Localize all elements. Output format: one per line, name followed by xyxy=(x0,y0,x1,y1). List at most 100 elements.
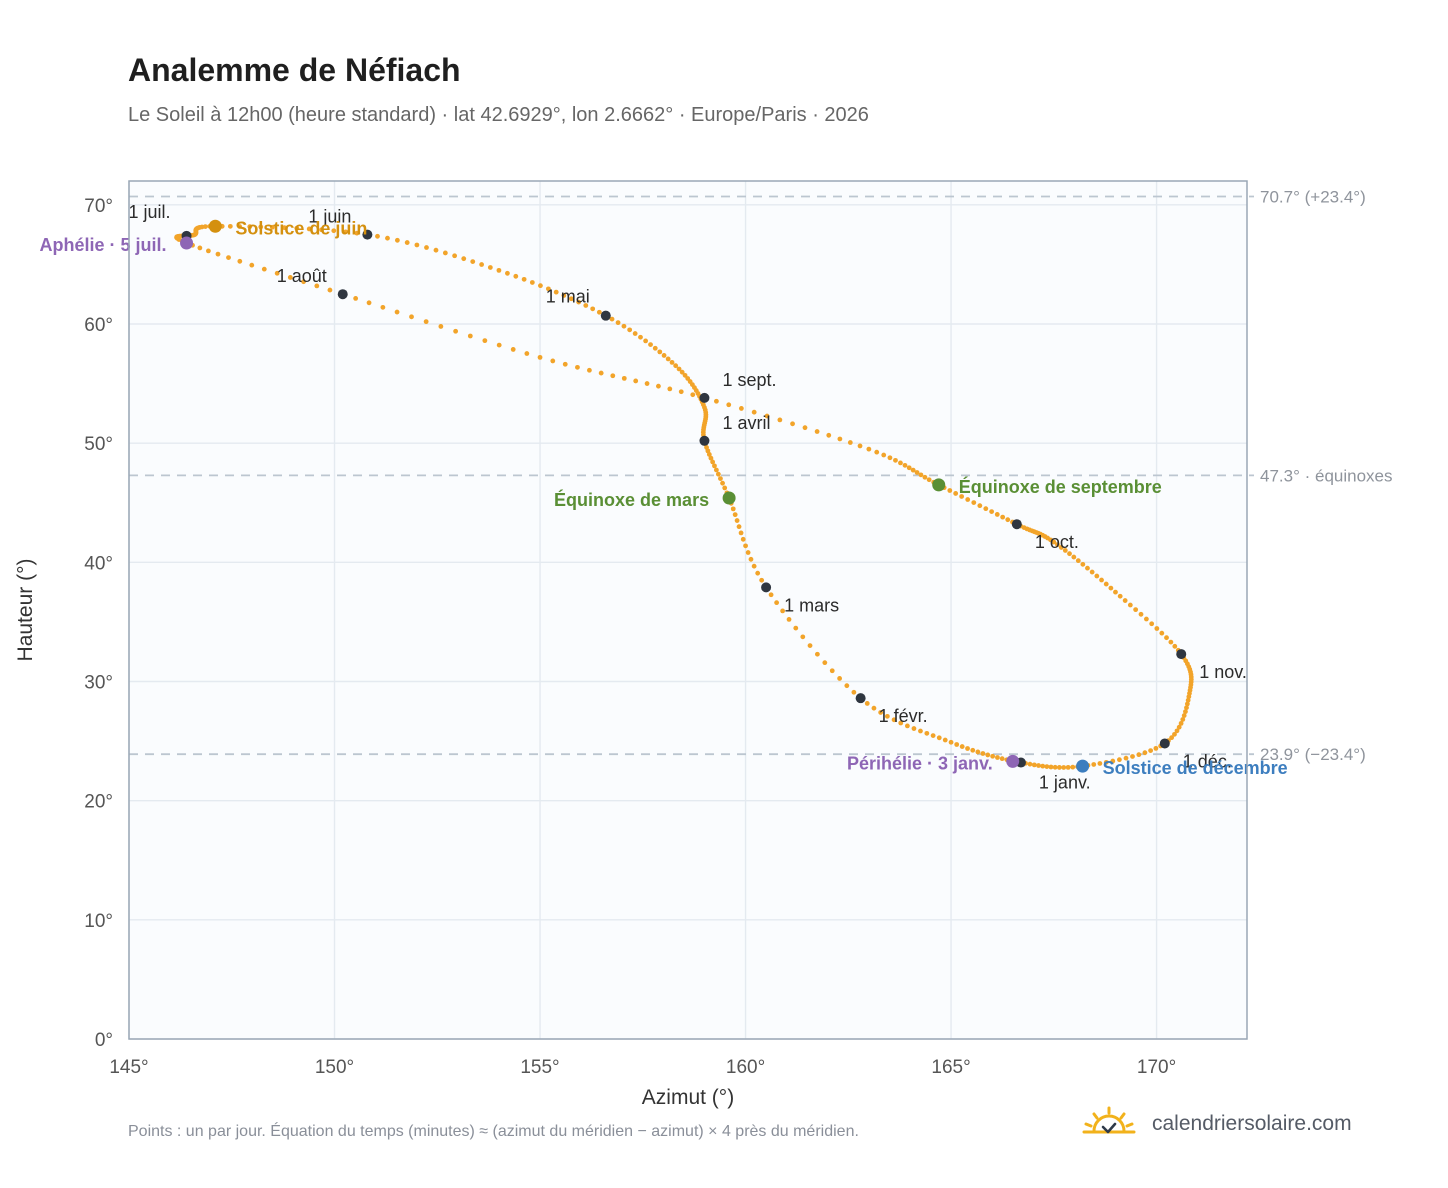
day-point xyxy=(714,398,719,404)
day-point xyxy=(627,327,633,333)
day-point xyxy=(227,223,233,229)
day-point xyxy=(1040,763,1046,769)
brand[interactable]: calendriersolaire.com xyxy=(1082,1104,1382,1144)
day-point xyxy=(1094,573,1100,579)
brand-name: calendriersolaire.com xyxy=(1152,1112,1352,1135)
day-point xyxy=(953,491,959,496)
day-point xyxy=(930,733,936,739)
x-tick-label: 165° xyxy=(931,1057,970,1078)
day-point xyxy=(461,256,467,262)
day-point xyxy=(947,488,953,493)
day-point xyxy=(665,356,671,362)
event-label: Équinoxe de septembre xyxy=(959,476,1162,497)
reference-lines: 70.7° (+23.4°) 47.3° · équinoxes 23.9° (−2… xyxy=(129,187,1393,764)
day-point xyxy=(936,735,942,741)
y-tick-label: 50° xyxy=(84,434,113,455)
day-point xyxy=(633,378,639,384)
day-point xyxy=(954,742,960,747)
day-point xyxy=(1169,735,1175,741)
day-point xyxy=(487,265,493,270)
day-point xyxy=(971,500,977,506)
day-point xyxy=(467,333,473,339)
month-marker xyxy=(699,435,710,446)
day-point xyxy=(1027,761,1033,767)
day-point xyxy=(202,224,208,229)
day-point xyxy=(1103,759,1109,765)
day-point xyxy=(983,506,989,512)
day-point xyxy=(1048,764,1054,770)
day-point xyxy=(197,245,203,251)
day-point xyxy=(790,421,795,427)
day-point xyxy=(851,689,857,695)
day-point xyxy=(394,237,400,243)
day-point xyxy=(274,270,280,276)
month-label: 1 juin xyxy=(308,207,351,227)
day-point xyxy=(1122,598,1128,603)
day-point xyxy=(965,746,970,751)
day-point xyxy=(261,266,267,272)
day-point xyxy=(807,643,813,649)
day-point xyxy=(479,262,485,267)
day-point xyxy=(583,303,589,308)
month-marker xyxy=(1159,738,1170,749)
day-point xyxy=(1052,764,1058,770)
day-point xyxy=(726,402,732,408)
day-point xyxy=(759,577,765,583)
day-point xyxy=(864,701,870,706)
day-point xyxy=(874,449,880,455)
day-point xyxy=(656,383,661,389)
day-point xyxy=(644,381,650,386)
day-point xyxy=(496,342,502,348)
event-marker xyxy=(722,491,736,505)
day-point xyxy=(822,660,828,666)
day-point xyxy=(1075,558,1081,564)
day-point xyxy=(404,240,410,245)
day-point xyxy=(576,299,582,305)
day-point xyxy=(414,242,420,248)
day-point xyxy=(786,617,792,622)
day-point xyxy=(1183,709,1188,715)
footnote: Points : un par jour. Équation du temps … xyxy=(128,1123,859,1140)
day-point xyxy=(452,253,458,259)
day-point xyxy=(1133,607,1139,613)
y-tick-label: 40° xyxy=(84,553,113,574)
month-label: 1 nov. xyxy=(1199,662,1247,682)
day-point xyxy=(1036,763,1041,768)
day-point xyxy=(424,245,429,250)
day-point xyxy=(942,737,948,743)
y-tick-label: 30° xyxy=(84,673,113,694)
y-tick-label: 20° xyxy=(84,792,113,813)
day-point xyxy=(1159,630,1165,636)
day-point xyxy=(730,506,736,512)
day-point xyxy=(780,608,786,614)
day-point xyxy=(679,369,685,375)
day-point xyxy=(258,224,264,230)
day-point xyxy=(1091,762,1097,767)
day-point xyxy=(294,225,300,231)
day-point xyxy=(513,273,519,279)
day-point xyxy=(510,347,516,352)
day-point xyxy=(734,518,740,523)
day-point xyxy=(975,749,981,755)
day-point xyxy=(575,364,580,370)
day-point xyxy=(922,474,928,480)
month-marker xyxy=(699,392,710,403)
day-point xyxy=(1149,621,1155,627)
day-point xyxy=(893,457,898,463)
day-point xyxy=(545,286,551,292)
day-point xyxy=(977,503,983,509)
day-point xyxy=(1062,548,1068,553)
day-point xyxy=(1138,611,1144,617)
day-point xyxy=(866,446,872,452)
day-point xyxy=(718,476,723,482)
day-point xyxy=(1103,581,1109,587)
day-point xyxy=(720,480,725,486)
month-label: 1 déc. xyxy=(1183,751,1232,771)
day-point xyxy=(380,304,386,310)
day-point xyxy=(1153,745,1159,751)
event-marker xyxy=(1076,759,1090,773)
day-point xyxy=(521,276,527,282)
day-point xyxy=(621,375,627,381)
day-point xyxy=(1117,593,1123,599)
day-point xyxy=(667,386,673,392)
